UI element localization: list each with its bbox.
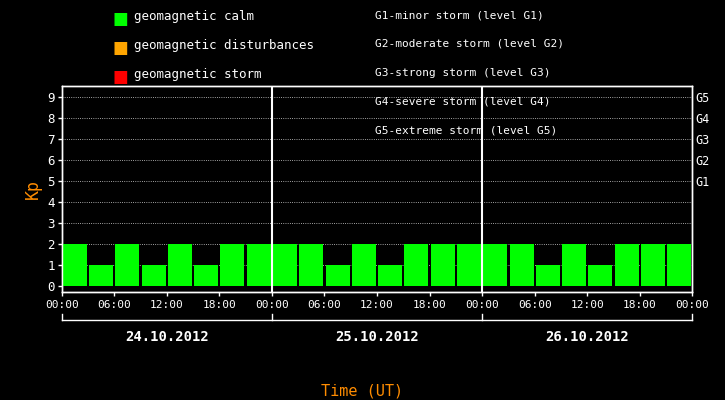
Text: ■: ■ bbox=[112, 10, 128, 28]
Bar bbox=[589, 265, 613, 286]
Bar bbox=[457, 244, 481, 286]
Text: G1-minor storm (level G1): G1-minor storm (level G1) bbox=[375, 10, 544, 20]
Text: Time (UT): Time (UT) bbox=[321, 383, 404, 398]
Bar bbox=[615, 244, 639, 286]
Bar bbox=[63, 244, 87, 286]
Bar bbox=[194, 265, 218, 286]
Text: G3-strong storm (level G3): G3-strong storm (level G3) bbox=[375, 68, 550, 78]
Y-axis label: Kp: Kp bbox=[24, 179, 41, 199]
Bar bbox=[220, 244, 244, 286]
Bar bbox=[431, 244, 455, 286]
Bar bbox=[484, 244, 508, 286]
Bar bbox=[667, 244, 691, 286]
Bar bbox=[299, 244, 323, 286]
Bar bbox=[89, 265, 113, 286]
Text: G2-moderate storm (level G2): G2-moderate storm (level G2) bbox=[375, 39, 564, 49]
Bar bbox=[326, 265, 349, 286]
Bar bbox=[536, 265, 560, 286]
Bar bbox=[273, 244, 297, 286]
Text: geomagnetic storm: geomagnetic storm bbox=[134, 68, 262, 81]
Text: geomagnetic disturbances: geomagnetic disturbances bbox=[134, 39, 314, 52]
Bar bbox=[641, 244, 665, 286]
Bar bbox=[168, 244, 192, 286]
Text: 25.10.2012: 25.10.2012 bbox=[335, 330, 419, 344]
Text: ■: ■ bbox=[112, 39, 128, 57]
Bar bbox=[510, 244, 534, 286]
Text: 26.10.2012: 26.10.2012 bbox=[545, 330, 629, 344]
Text: G4-severe storm (level G4): G4-severe storm (level G4) bbox=[375, 96, 550, 106]
Bar bbox=[352, 244, 376, 286]
Bar bbox=[247, 244, 270, 286]
Bar bbox=[115, 244, 139, 286]
Text: geomagnetic calm: geomagnetic calm bbox=[134, 10, 254, 23]
Text: ■: ■ bbox=[112, 68, 128, 86]
Bar bbox=[378, 265, 402, 286]
Text: G5-extreme storm (level G5): G5-extreme storm (level G5) bbox=[375, 125, 557, 135]
Bar bbox=[405, 244, 428, 286]
Bar bbox=[562, 244, 586, 286]
Text: 24.10.2012: 24.10.2012 bbox=[125, 330, 209, 344]
Bar bbox=[141, 265, 165, 286]
